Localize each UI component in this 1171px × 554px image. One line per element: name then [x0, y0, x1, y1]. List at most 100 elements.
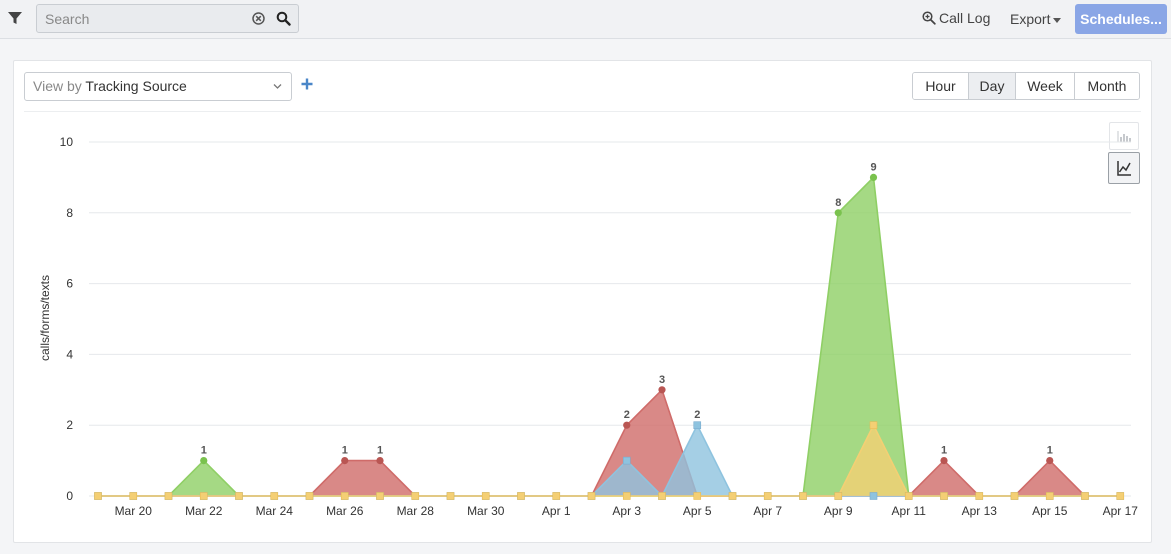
point-yellow [904, 492, 913, 500]
point-yellow [235, 492, 243, 500]
y-tick-label: 10 [60, 135, 74, 149]
granularity-hour-button[interactable]: Hour [913, 73, 969, 99]
point-red [341, 457, 349, 465]
point-yellow [552, 492, 561, 500]
search-input[interactable] [38, 6, 248, 31]
point-yellow [199, 492, 208, 500]
data-label: 1 [941, 445, 947, 457]
export-label: Export [1010, 11, 1051, 27]
point-yellow [164, 492, 173, 500]
point-yellow [975, 492, 984, 500]
x-tick-label: Mar 30 [467, 504, 505, 518]
bar-chart-toggle[interactable] [1109, 122, 1139, 150]
point-green [834, 209, 842, 217]
search-box [36, 4, 299, 33]
view-by-select[interactable]: View by Tracking Source [24, 72, 292, 101]
series-line-yellow [98, 423, 1121, 497]
y-tick-label: 6 [66, 277, 73, 291]
series-area-blue [98, 425, 1121, 496]
granularity-month-button[interactable]: Month [1075, 73, 1139, 99]
x-tick-label: Apr 13 [962, 504, 998, 518]
chart-series [94, 173, 1125, 500]
series-line-green [98, 175, 1121, 497]
granularity-week-button[interactable]: Week [1016, 73, 1075, 99]
filter-icon[interactable] [7, 10, 23, 26]
point-yellow [1045, 492, 1054, 500]
x-tick-label: Mar 26 [326, 504, 364, 518]
data-label: 1 [377, 445, 383, 457]
point-green [869, 173, 878, 181]
view-by-value: Tracking Source [85, 78, 187, 94]
data-label: 3 [659, 374, 665, 386]
point-yellow [305, 492, 314, 500]
x-tick-label: Apr 17 [1103, 504, 1139, 518]
y-tick-label: 2 [66, 418, 73, 432]
divider [24, 111, 1141, 112]
export-dropdown[interactable]: Export [1010, 11, 1062, 27]
line-chart-toggle[interactable] [1108, 152, 1140, 184]
point-yellow [270, 492, 279, 500]
point-blue [869, 492, 878, 500]
point-yellow [834, 492, 843, 500]
point-blue [622, 456, 631, 465]
point-yellow [622, 492, 631, 500]
data-label: 2 [694, 409, 700, 421]
x-tick-label: Apr 11 [892, 504, 927, 518]
schedules-button[interactable]: Schedules... [1075, 4, 1167, 34]
x-tick-label: Apr 15 [1032, 504, 1068, 518]
data-label: 2 [624, 409, 630, 421]
point-red [658, 386, 666, 394]
y-tick-label: 0 [66, 489, 73, 503]
x-axis: Mar 20 Mar 22 Mar 24 Mar 26 Mar 28 Mar 30 Apr … [115, 504, 1139, 518]
point-yellow [763, 492, 772, 500]
point-red [1046, 457, 1054, 465]
call-log-link[interactable]: Call Log [922, 10, 990, 26]
data-label: 1 [342, 445, 348, 457]
x-tick-label: Apr 9 [824, 504, 853, 518]
point-yellow [1081, 492, 1089, 500]
x-tick-label: Mar 20 [115, 504, 153, 518]
x-tick-label: Mar 22 [185, 504, 223, 518]
granularity-toggle: Hour Day Week Month [912, 72, 1140, 100]
search-icon[interactable] [276, 11, 291, 26]
point-yellow [869, 421, 878, 430]
x-tick-label: Apr 5 [683, 504, 712, 518]
point-yellow [129, 492, 138, 500]
point-yellow [693, 492, 702, 500]
point-yellow [1010, 492, 1019, 500]
zoom-in-icon [922, 11, 936, 25]
point-green [200, 457, 208, 465]
x-tick-label: Mar 28 [397, 504, 435, 518]
point-blue [693, 421, 702, 430]
granularity-day-button[interactable]: Day [969, 73, 1016, 99]
data-label: 1 [201, 445, 207, 457]
point-yellow [517, 492, 525, 500]
point-yellow [481, 492, 490, 500]
y-axis-title: calls/forms/texts [38, 275, 52, 361]
y-axis: 0 2 4 6 8 10 [60, 135, 74, 503]
point-yellow [411, 492, 420, 500]
point-yellow [728, 492, 737, 500]
add-view-icon[interactable] [301, 78, 313, 90]
point-red [623, 421, 631, 429]
top-toolbar: Call Log Export Schedules... [0, 0, 1171, 39]
line-chart-icon [1117, 161, 1131, 176]
point-yellow [1116, 492, 1125, 500]
series-area-red [98, 389, 1121, 496]
series-area-green [98, 177, 1121, 496]
data-label: 1 [1047, 445, 1053, 457]
caret-down-icon [1053, 17, 1062, 23]
clear-search-icon[interactable] [252, 12, 265, 25]
view-by-prefix: View by [33, 78, 82, 94]
chevron-down-icon [273, 84, 282, 89]
x-tick-label: Mar 24 [256, 504, 294, 518]
x-tick-label: Apr 1 [542, 504, 571, 518]
data-label: 9 [870, 161, 876, 173]
point-yellow [799, 492, 807, 500]
point-yellow [94, 492, 102, 500]
y-tick-label: 8 [66, 206, 73, 220]
point-yellow [587, 492, 596, 500]
point-yellow [940, 492, 948, 500]
chart-grid [89, 141, 1131, 497]
